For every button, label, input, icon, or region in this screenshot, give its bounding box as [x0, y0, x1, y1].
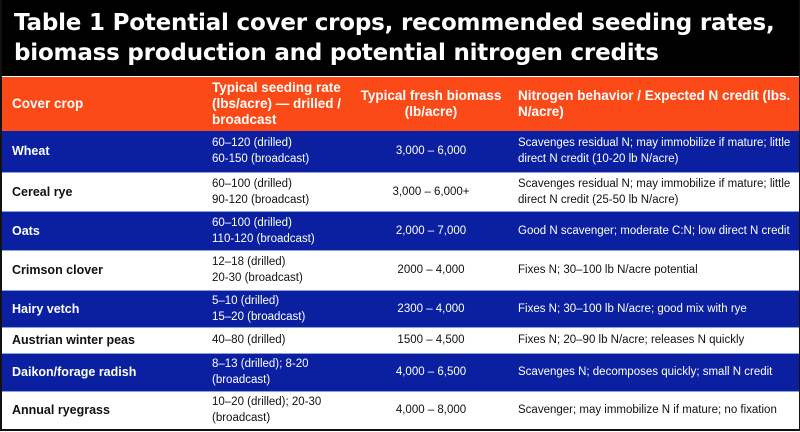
header-biomass: Typical fresh biomass (lb/acre) — [350, 77, 508, 131]
cell-crop: Hairy vetch — [2, 289, 202, 327]
cell-biomass: 2,000 – 7,000 — [350, 210, 508, 250]
table-title-line-1: Table 1 Potential cover crops, recommend… — [14, 10, 775, 36]
cell-nitrogen: Fixes N; 30–100 lb N/acre potential — [508, 249, 799, 290]
seeding-drilled: 12–18 (drilled) — [212, 256, 286, 268]
table-row: Crimson clover 12–18 (drilled) 20-30 (br… — [2, 249, 799, 290]
cell-seeding: 12–18 (drilled) 20-30 (broadcast) — [202, 249, 350, 290]
cell-seeding: 10–20 (drilled); 20-30 (broadcast) — [202, 390, 350, 429]
seeding-drilled: 60–100 (drilled) — [212, 177, 292, 190]
seeding-drilled: 5–10 (drilled) — [212, 294, 280, 307]
cell-seeding: 5–10 (drilled) 15–20 (broadcast) — [202, 289, 350, 327]
cell-seeding: 60–100 (drilled) 110-120 (broadcast) — [202, 210, 350, 250]
table-row: Daikon/forage radish 8–13 (drilled); 8-2… — [2, 352, 799, 391]
cell-biomass: 1500 – 4,500 — [350, 326, 508, 353]
cell-biomass: 2300 – 4,000 — [350, 289, 508, 327]
cell-biomass: 4,000 – 6,500 — [350, 352, 508, 391]
header-cover-crop: Cover crop — [2, 77, 202, 131]
header-row: Cover crop Typical seeding rate (lbs/acr… — [2, 77, 799, 131]
seeding-broadcast: 20-30 (broadcast) — [212, 272, 303, 284]
cell-biomass: 3,000 – 6,000+ — [350, 171, 508, 211]
seeding-broadcast: 110-120 (broadcast) — [212, 232, 315, 245]
cell-biomass: 3,000 – 6,000 — [350, 131, 508, 172]
cell-nitrogen: Scavenges residual N; may immobilize if … — [508, 171, 799, 211]
header-nitrogen: Nitrogen behavior / Expected N credit (l… — [508, 77, 799, 131]
cell-crop: Annual ryegrass — [2, 390, 202, 429]
cover-crop-table: Cover crop Typical seeding rate (lbs/acr… — [2, 77, 799, 429]
cell-nitrogen: Fixes N; 30–100 lb N/acre; good mix with… — [508, 289, 799, 327]
table-title-line-2: biomass production and potential nitroge… — [14, 40, 659, 66]
cell-seeding: 8–13 (drilled); 8-20 (broadcast) — [202, 352, 350, 391]
cell-nitrogen: Scavenges residual N; may immobilize if … — [508, 131, 799, 172]
seeding-drilled: 60–120 (drilled) — [212, 137, 292, 150]
seeding-broadcast: 60-150 (broadcast) — [212, 153, 310, 166]
table-row: Wheat 60–120 (drilled) 60-150 (broadcast… — [2, 131, 799, 172]
table-row: Annual ryegrass 10–20 (drilled); 20-30 (… — [2, 390, 799, 429]
cell-seeding: 60–120 (drilled) 60-150 (broadcast) — [202, 131, 350, 172]
cell-crop: Austrian winter peas — [2, 326, 202, 353]
table-row: Cereal rye 60–100 (drilled) 90-120 (broa… — [2, 171, 799, 211]
cell-crop: Wheat — [2, 131, 202, 172]
cell-nitrogen: Good N scavenger; moderate C:N; low dire… — [508, 210, 799, 250]
seeding-broadcast: 15–20 (broadcast) — [212, 310, 306, 323]
seeding-broadcast: 90-120 (broadcast) — [212, 193, 310, 206]
table-row: Hairy vetch 5–10 (drilled) 15–20 (broadc… — [2, 289, 799, 327]
cell-crop: Daikon/forage radish — [2, 352, 202, 391]
seeding-drilled: 60–100 (drilled) — [212, 216, 292, 229]
table-row: Oats 60–100 (drilled) 110-120 (broadcast… — [2, 210, 799, 250]
cell-crop: Cereal rye — [2, 171, 202, 211]
cell-seeding: 40–80 (drilled) — [202, 326, 350, 353]
cell-nitrogen: Fixes N; 20–90 lb N/acre; releases N qui… — [508, 326, 799, 353]
table-title: Table 1 Potential cover crops, recommend… — [2, 0, 799, 76]
cell-crop: Crimson clover — [2, 249, 202, 290]
cell-nitrogen: Scavenger; may immobilize N if mature; n… — [508, 390, 799, 429]
header-seeding-rate: Typical seeding rate (lbs/acre) — drille… — [202, 77, 350, 131]
cell-biomass: 2000 – 4,000 — [350, 249, 508, 290]
cell-biomass: 4,000 – 8,000 — [350, 390, 508, 429]
cell-crop: Oats — [2, 210, 202, 250]
cell-nitrogen: Scavenges N; decomposes quickly; small N… — [508, 352, 799, 391]
cell-seeding: 60–100 (drilled) 90-120 (broadcast) — [202, 171, 350, 211]
table-row: Austrian winter peas 40–80 (drilled) 150… — [2, 326, 799, 353]
